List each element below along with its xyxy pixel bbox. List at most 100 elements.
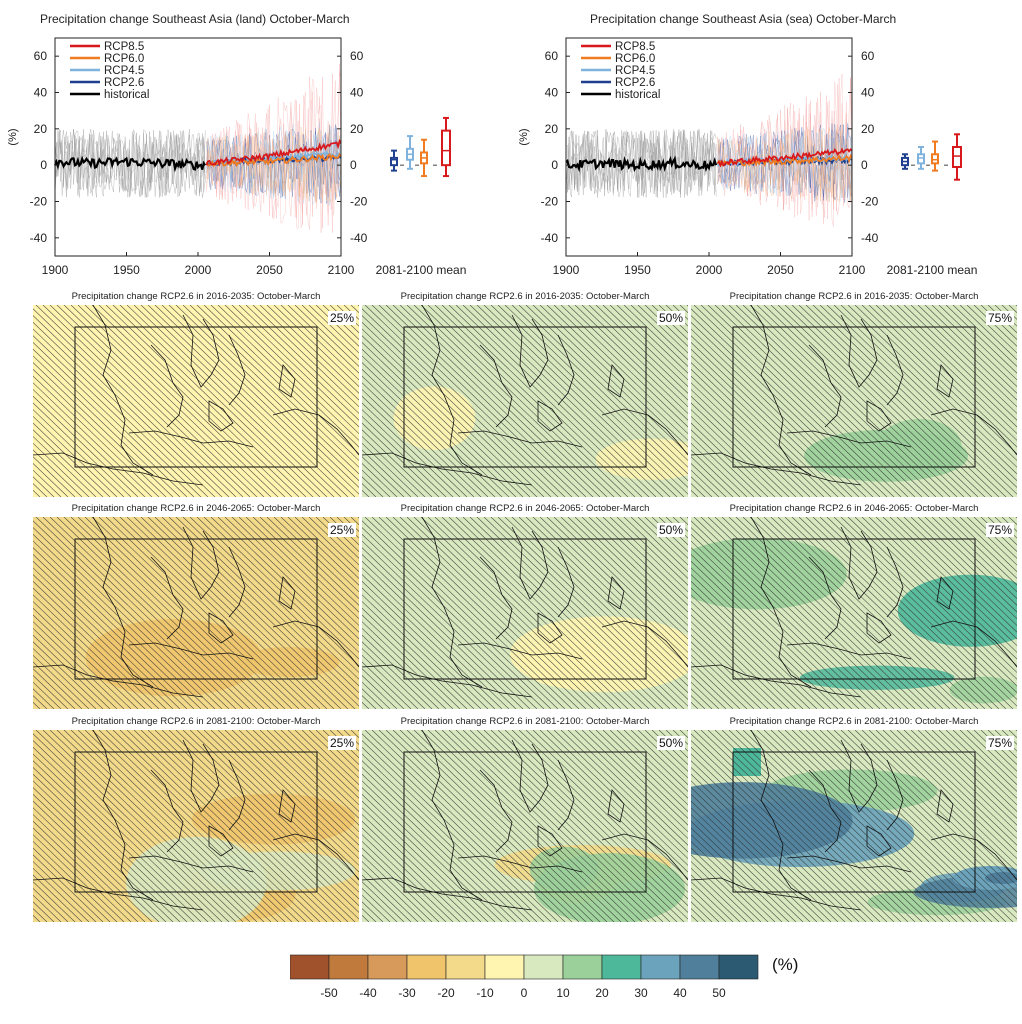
hatch-line — [691, 780, 839, 922]
coastline — [128, 642, 254, 660]
hatch-line — [362, 733, 559, 922]
hatch-line — [33, 456, 76, 497]
hatch-line — [882, 305, 1017, 435]
coastline — [457, 642, 583, 660]
hatch-line — [691, 773, 846, 922]
hatch-line — [476, 305, 678, 497]
hatch-line — [714, 305, 916, 497]
hatch-line — [259, 730, 359, 826]
hatch-line — [105, 730, 307, 922]
coastline — [886, 546, 904, 618]
hatch-line — [362, 614, 461, 709]
colorbar-swatch — [484, 954, 525, 980]
hatch-line — [581, 517, 688, 620]
hatch-line — [691, 661, 741, 709]
hatch-line — [203, 305, 359, 455]
colorbar-tick-label: 30 — [634, 986, 648, 1000]
hatch-line — [406, 730, 608, 922]
coastline — [691, 877, 862, 911]
hatch-line — [280, 517, 359, 593]
hatch-line — [539, 305, 688, 448]
y-tick-label: -20 — [350, 195, 368, 209]
hatch-line — [826, 517, 1017, 700]
hatch-line — [875, 305, 1017, 441]
boxplot-box — [952, 146, 962, 168]
boxplot-rcp85 — [441, 116, 451, 178]
y-axis-label: (%) — [518, 128, 530, 145]
y-axis-label: (%) — [7, 128, 19, 145]
coastline — [786, 855, 912, 873]
colorbar-swatch — [718, 954, 759, 980]
coastline — [808, 344, 842, 428]
hatch-line — [315, 517, 359, 559]
hatch-line — [791, 517, 993, 709]
scenario-member-line — [206, 128, 342, 204]
hatch-line — [33, 674, 69, 709]
hatch-line — [980, 305, 1017, 340]
hatch-line — [691, 382, 811, 497]
colorbar-swatch — [523, 954, 564, 980]
hatch-line — [147, 730, 349, 922]
hatch-line — [889, 517, 1017, 640]
hatch-line — [33, 614, 132, 709]
hatch-line — [273, 305, 359, 388]
hatch-line — [105, 305, 307, 497]
hatch-line — [413, 517, 615, 709]
hatch-line — [691, 674, 727, 709]
hatch-line — [952, 730, 1017, 792]
hatch-line — [691, 854, 762, 922]
hatch-line — [35, 730, 237, 922]
hatch-line — [161, 517, 359, 707]
hatch-line — [616, 305, 688, 374]
coastline — [479, 769, 513, 853]
hatch-line — [189, 305, 359, 468]
coastline — [930, 620, 1017, 668]
hatch-line — [691, 654, 748, 709]
hatch-line — [539, 730, 688, 873]
hatch-line — [33, 436, 97, 497]
hatch-line — [119, 517, 321, 709]
coastline — [150, 556, 184, 640]
hatch-line — [434, 305, 636, 497]
hatch-line — [567, 305, 688, 421]
hatch-line — [469, 305, 671, 497]
hatch-line — [371, 517, 573, 709]
series-line-rcp85 — [205, 138, 342, 167]
hatch-line — [700, 305, 902, 497]
hatch-line — [691, 375, 818, 497]
hatch-line — [420, 730, 622, 922]
hatch-line — [784, 305, 986, 497]
hatch-line — [98, 730, 300, 922]
hatch-line — [182, 517, 359, 687]
hatch-line — [518, 730, 688, 893]
map-anomaly-patch — [985, 872, 1017, 884]
hatch-line — [362, 574, 503, 709]
region-box — [74, 326, 318, 468]
hatch-line — [560, 305, 688, 428]
coastline — [537, 825, 563, 857]
hatch-line — [362, 887, 398, 922]
coastline — [808, 769, 842, 853]
hatch-line — [33, 368, 167, 497]
hatch-line — [175, 730, 359, 907]
hatch-line — [362, 395, 468, 497]
hatch-line — [217, 730, 359, 866]
hatch-line — [896, 305, 1017, 421]
x-tick-label: 2050 — [256, 263, 283, 277]
hatch-line — [33, 362, 174, 497]
hatch-line — [362, 654, 419, 709]
hatch-line — [126, 305, 328, 497]
hatch-line — [651, 305, 688, 340]
hatch-line — [133, 305, 335, 497]
hatch-line — [434, 730, 636, 922]
y-tick-label: 0 — [861, 158, 868, 172]
hatch-line — [742, 730, 944, 922]
hatch-line — [259, 305, 359, 401]
hatch-line — [362, 594, 482, 709]
hatch-line — [33, 767, 195, 922]
coastline — [421, 305, 483, 476]
map-anomaly-patch — [191, 442, 255, 470]
hatch-line — [637, 517, 688, 566]
hatch-line — [147, 305, 349, 497]
hatch-line — [33, 422, 111, 497]
